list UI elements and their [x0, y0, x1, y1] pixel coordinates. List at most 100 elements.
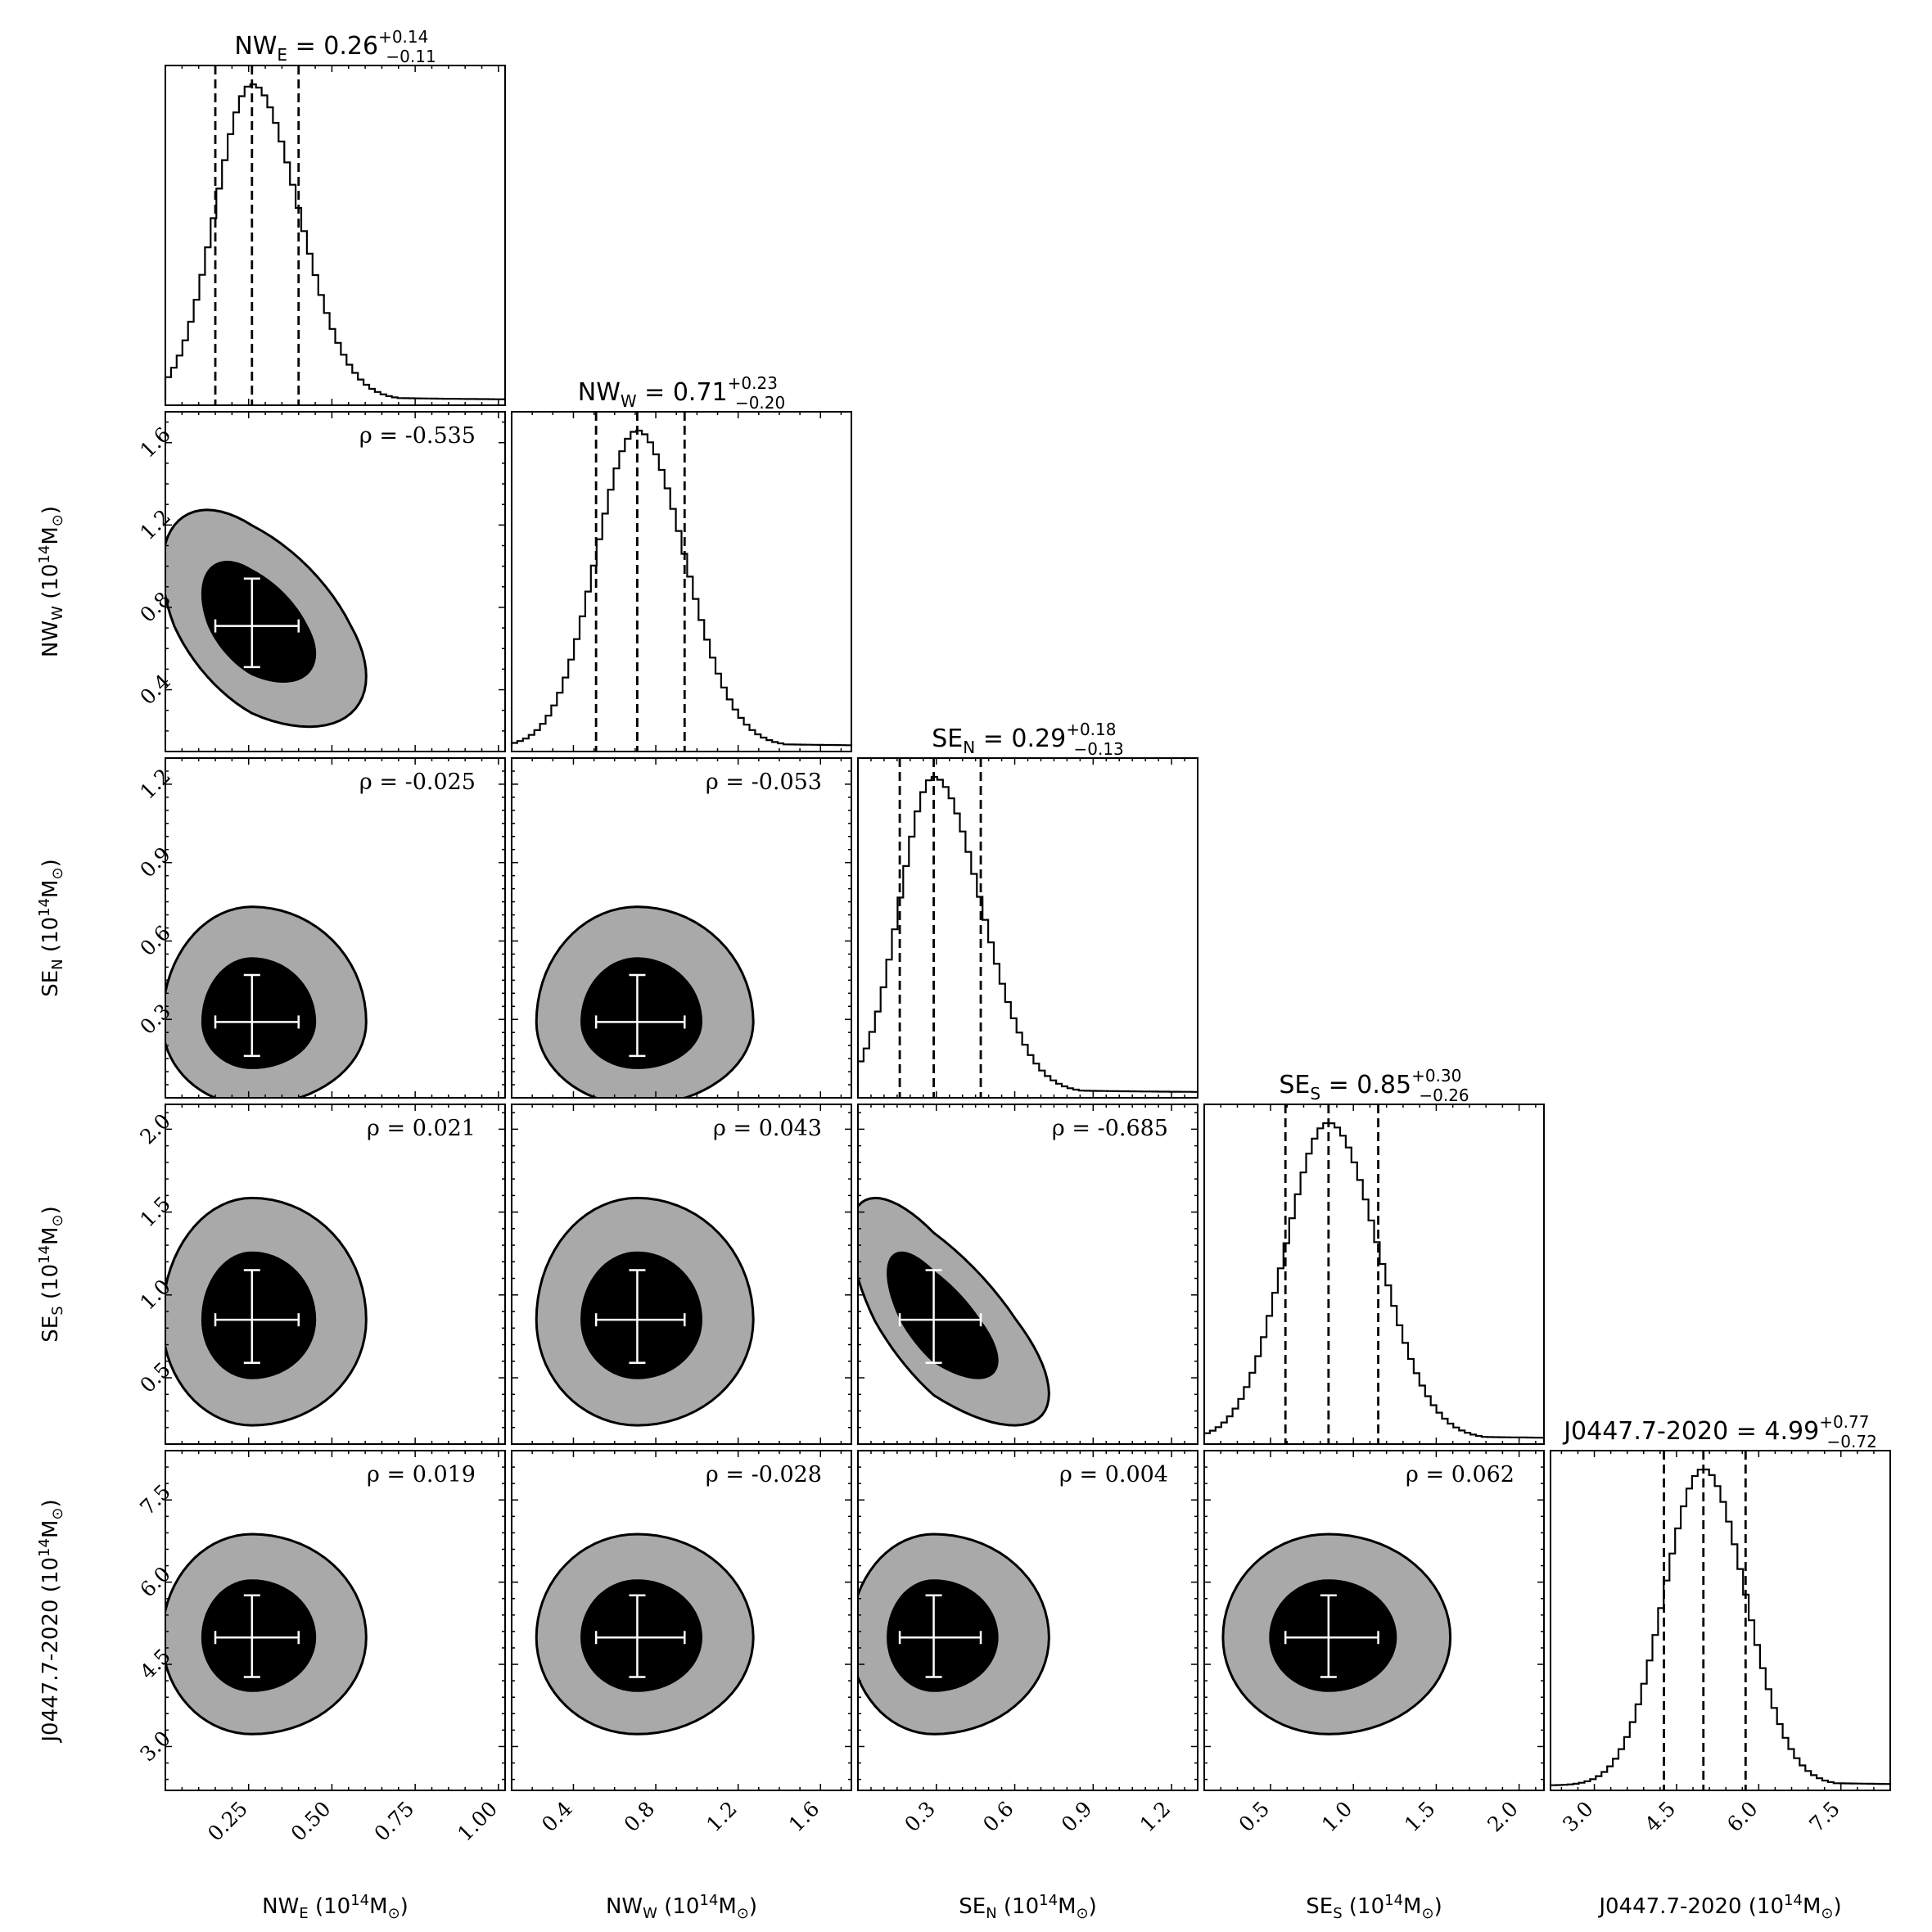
hist-title-SES: SES = 0.85+0.30 −0.26: [1279, 1066, 1469, 1105]
hist-title-J0447: J0447.7-2020 = 4.99+0.77 −0.72: [1562, 1412, 1877, 1451]
histogram-SES: [1203, 1122, 1546, 1439]
x-axis-title-SES: SES (1014M⊙): [1306, 1892, 1442, 1922]
contour-panel-J0447-vs-SES: ρ = 0.062: [1203, 1450, 1545, 1791]
y-axis-title-J0447: J0447.7-2020 (1014M⊙): [36, 1499, 66, 1743]
contour-panel-SES-vs-SEN: ρ = -0.685: [857, 1104, 1198, 1445]
x-tick-label: 1.00: [453, 1797, 502, 1846]
correlation-label: ρ = 0.043: [713, 1116, 822, 1141]
hist-panel-NWW: NWW = 0.71+0.23 −0.20: [510, 373, 853, 752]
correlation-label: ρ = -0.025: [359, 770, 476, 795]
contour-panel-SEN-vs-NWE: ρ = -0.025: [165, 757, 506, 1099]
x-tick-label: 1.2: [702, 1797, 742, 1837]
x-tick-label: 7.5: [1804, 1797, 1844, 1837]
y-tick-label: 0.6: [135, 921, 175, 961]
x-tick-label: 0.6: [978, 1797, 1018, 1837]
x-axis-title-J0447: J0447.7-2020 (1014M⊙): [1597, 1892, 1841, 1922]
hist-panel-SES: SES = 0.85+0.30 −0.26: [1203, 1066, 1546, 1445]
hist-title-NWW: NWW = 0.71+0.23 −0.20: [578, 373, 786, 413]
y-tick-label: 1.5: [135, 1192, 175, 1232]
panel-frame: [165, 1450, 506, 1791]
x-tick-label: 1.0: [1317, 1797, 1357, 1837]
y-tick-label: 0.4: [135, 670, 175, 710]
panel-frame: [165, 411, 506, 752]
x-axis-SES: 0.5 1.0 1.5 2.0 SES (1014M⊙): [1235, 1797, 1523, 1922]
panel-frame: [1203, 1450, 1545, 1791]
x-tick-label: 0.75: [370, 1797, 419, 1846]
x-tick-label: 1.5: [1400, 1797, 1440, 1837]
y-tick-label: 0.9: [135, 842, 175, 882]
hist-panel-SEN: SEN = 0.29+0.18 −0.13: [856, 720, 1199, 1099]
contour-inner: [580, 957, 702, 1069]
x-tick-label: 4.5: [1641, 1797, 1681, 1837]
correlation-label: ρ = 0.004: [1059, 1462, 1168, 1487]
contour-inner: [201, 1579, 317, 1692]
panel-frame-J0447: [1550, 1450, 1891, 1791]
correlation-label: ρ = 0.019: [367, 1462, 476, 1487]
x-tick-label: 0.25: [203, 1797, 252, 1846]
x-axis-J0447: 3.0 4.5 6.0 7.5 J0447.7-2020 (1014M⊙): [1558, 1797, 1844, 1922]
x-tick-label: 1.6: [784, 1797, 824, 1837]
panel-frame: [511, 1450, 852, 1791]
x-tick-label: 6.0: [1722, 1797, 1763, 1837]
x-tick-label: 0.8: [620, 1797, 660, 1837]
contour-inner: [580, 1579, 702, 1692]
histogram-J0447: [1549, 1468, 1892, 1786]
contour-inner: [887, 1251, 999, 1379]
y-tick-label: 7.5: [135, 1480, 175, 1520]
contour-inner: [1269, 1579, 1397, 1692]
y-axis-title-NWW: NWW (1014M⊙): [36, 506, 66, 657]
panel-frame-NWE: [165, 65, 506, 406]
x-tick-label: 0.3: [900, 1797, 940, 1837]
contour-panel-J0447-vs-SEN: ρ = 0.004: [857, 1450, 1198, 1791]
contour-panel-NWW-vs-NWE: ρ = -0.535: [165, 411, 506, 752]
y-tick-label: 2.0: [135, 1109, 175, 1149]
correlation-label: ρ = -0.535: [359, 423, 476, 449]
hist-title-NWE: NWE = 0.26+0.14 −0.11: [234, 27, 436, 66]
panel-frame-NWW: [511, 411, 852, 752]
hist-title-SEN: SEN = 0.29+0.18 −0.13: [932, 720, 1124, 759]
x-tick-label: 2.0: [1483, 1797, 1523, 1837]
correlation-label: ρ = 0.062: [1406, 1462, 1514, 1487]
histogram-SEN: [856, 775, 1199, 1093]
correlation-label: ρ = 0.021: [367, 1116, 476, 1141]
correlation-label: ρ = -0.028: [706, 1462, 822, 1487]
x-axis-title-SEN: SEN (1014M⊙): [959, 1892, 1097, 1922]
contour-inner: [201, 1251, 317, 1379]
panel-frame: [165, 1104, 506, 1445]
y-tick-label: 3.0: [135, 1727, 175, 1767]
contour-inner: [201, 957, 317, 1069]
hist-panel-J0447: J0447.7-2020 = 4.99+0.77 −0.72: [1549, 1412, 1892, 1791]
y-axis-title-SEN: SEN (1014M⊙): [36, 859, 66, 997]
contour-panel-J0447-vs-NWE: ρ = 0.019: [165, 1450, 506, 1791]
x-tick-label: 0.9: [1057, 1797, 1097, 1837]
x-axis-title-NWW: NWW (1014M⊙): [606, 1892, 757, 1922]
contour-inner: [580, 1251, 702, 1379]
x-axis-NWW: 0.4 0.8 1.2 1.6 NWW (1014M⊙): [537, 1797, 824, 1922]
y-tick-label: 1.2: [135, 764, 175, 804]
correlation-label: ρ = -0.053: [706, 770, 822, 795]
correlation-label: ρ = -0.685: [1052, 1116, 1168, 1141]
x-tick-label: 1.2: [1135, 1797, 1176, 1837]
panel-frame-SES: [1203, 1104, 1545, 1445]
x-axis-title-NWE: NWE (1014M⊙): [262, 1892, 409, 1922]
x-tick-label: 3.0: [1558, 1797, 1598, 1837]
panel-frame: [511, 1104, 852, 1445]
histogram-NWE: [164, 83, 507, 400]
x-axis-NWE: 0.25 0.50 0.75 1.00 NWE (1014M⊙): [203, 1797, 502, 1922]
x-tick-label: 0.5: [1235, 1797, 1275, 1837]
histogram-NWW: [510, 429, 853, 747]
contour-panel-SES-vs-NWE: ρ = 0.021: [165, 1104, 506, 1445]
contour-inner: [887, 1579, 999, 1692]
contour-panel-J0447-vs-NWW: ρ = -0.028: [511, 1450, 852, 1791]
contour-inner: [201, 561, 317, 683]
contour-panel-SES-vs-NWW: ρ = 0.043: [511, 1104, 852, 1445]
y-tick-label: 1.6: [135, 422, 175, 463]
contour-panel-SEN-vs-NWW: ρ = -0.053: [511, 757, 852, 1099]
hist-panel-NWE: NWE = 0.26+0.14 −0.11: [164, 27, 507, 406]
x-axis-SEN: 0.3 0.6 0.9 1.2 SEN (1014M⊙): [900, 1797, 1175, 1922]
x-tick-label: 0.4: [537, 1797, 577, 1837]
x-tick-label: 0.50: [287, 1797, 336, 1846]
